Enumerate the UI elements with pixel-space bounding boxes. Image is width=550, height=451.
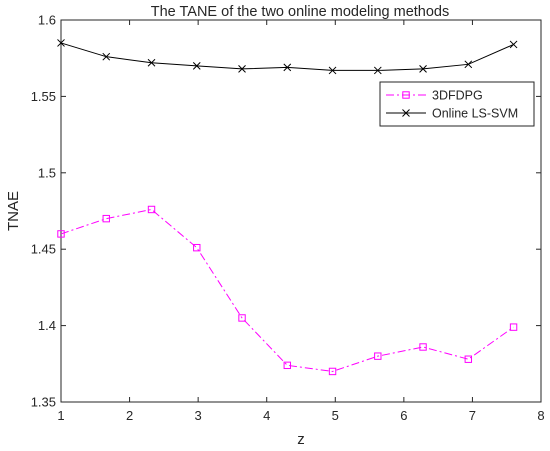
x-tick-label: 5: [332, 408, 339, 423]
data-point-marker: [402, 91, 410, 99]
data-point-marker: [283, 63, 292, 72]
data-point-marker: [509, 40, 518, 49]
axis-ticks: 1 2 3 4 5 6 7 8 1.35 1.4 1.45 1.5 1.55 1.6: [31, 13, 545, 424]
series-online-ls-svm: [57, 39, 518, 75]
data-point-marker: [238, 65, 246, 73]
data-point-marker: [192, 61, 201, 70]
legend-label: 3DFDPG: [432, 89, 483, 103]
data-point-marker: [374, 352, 382, 360]
data-point-marker: [147, 58, 156, 67]
x-tick-label: 6: [400, 408, 407, 423]
data-point-marker: [147, 205, 156, 214]
x-tick-label: 7: [469, 408, 476, 423]
x-tick-label: 2: [126, 408, 133, 423]
data-point-marker: [57, 39, 65, 47]
y-tick-label: 1.35: [31, 395, 56, 410]
x-tick-label: 8: [537, 408, 544, 423]
legend-box: [379, 81, 535, 127]
y-tick-label: 1.4: [38, 318, 56, 333]
data-point-marker: [419, 343, 427, 351]
data-point-marker: [193, 243, 201, 252]
y-tick-label: 1.5: [38, 165, 56, 180]
series-layer: [57, 39, 518, 376]
y-tick-label: 1.45: [31, 242, 56, 257]
data-point-marker: [464, 355, 473, 363]
legend: 3DFDPG Online LS-SVM: [379, 81, 535, 127]
series-3dfdpg: [57, 205, 518, 376]
y-axis-label: TNAE: [5, 191, 22, 231]
y-tick-label: 1.6: [38, 13, 56, 28]
data-point-marker: [57, 230, 65, 238]
x-tick-label: 3: [195, 408, 202, 423]
data-point-marker: [328, 66, 337, 75]
data-point-marker: [373, 66, 382, 75]
x-tick-label: 1: [57, 408, 64, 423]
legend-label: Online LS-SVM: [432, 107, 518, 121]
data-point-marker: [509, 323, 518, 331]
data-point-marker: [419, 65, 427, 73]
data-point-marker: [283, 361, 291, 370]
data-point-marker: [238, 314, 246, 322]
data-point-marker: [328, 367, 337, 376]
x-tick-label: 4: [263, 408, 270, 423]
data-point-marker: [102, 52, 111, 61]
data-point-marker: [102, 214, 110, 223]
data-point-marker: [402, 109, 410, 117]
data-point-marker: [464, 60, 473, 69]
y-tick-label: 1.55: [31, 89, 56, 104]
x-axis-label: z: [297, 431, 305, 448]
plot-area: [60, 19, 542, 403]
chart-title: The TANE of the two online modeling meth…: [151, 4, 450, 20]
